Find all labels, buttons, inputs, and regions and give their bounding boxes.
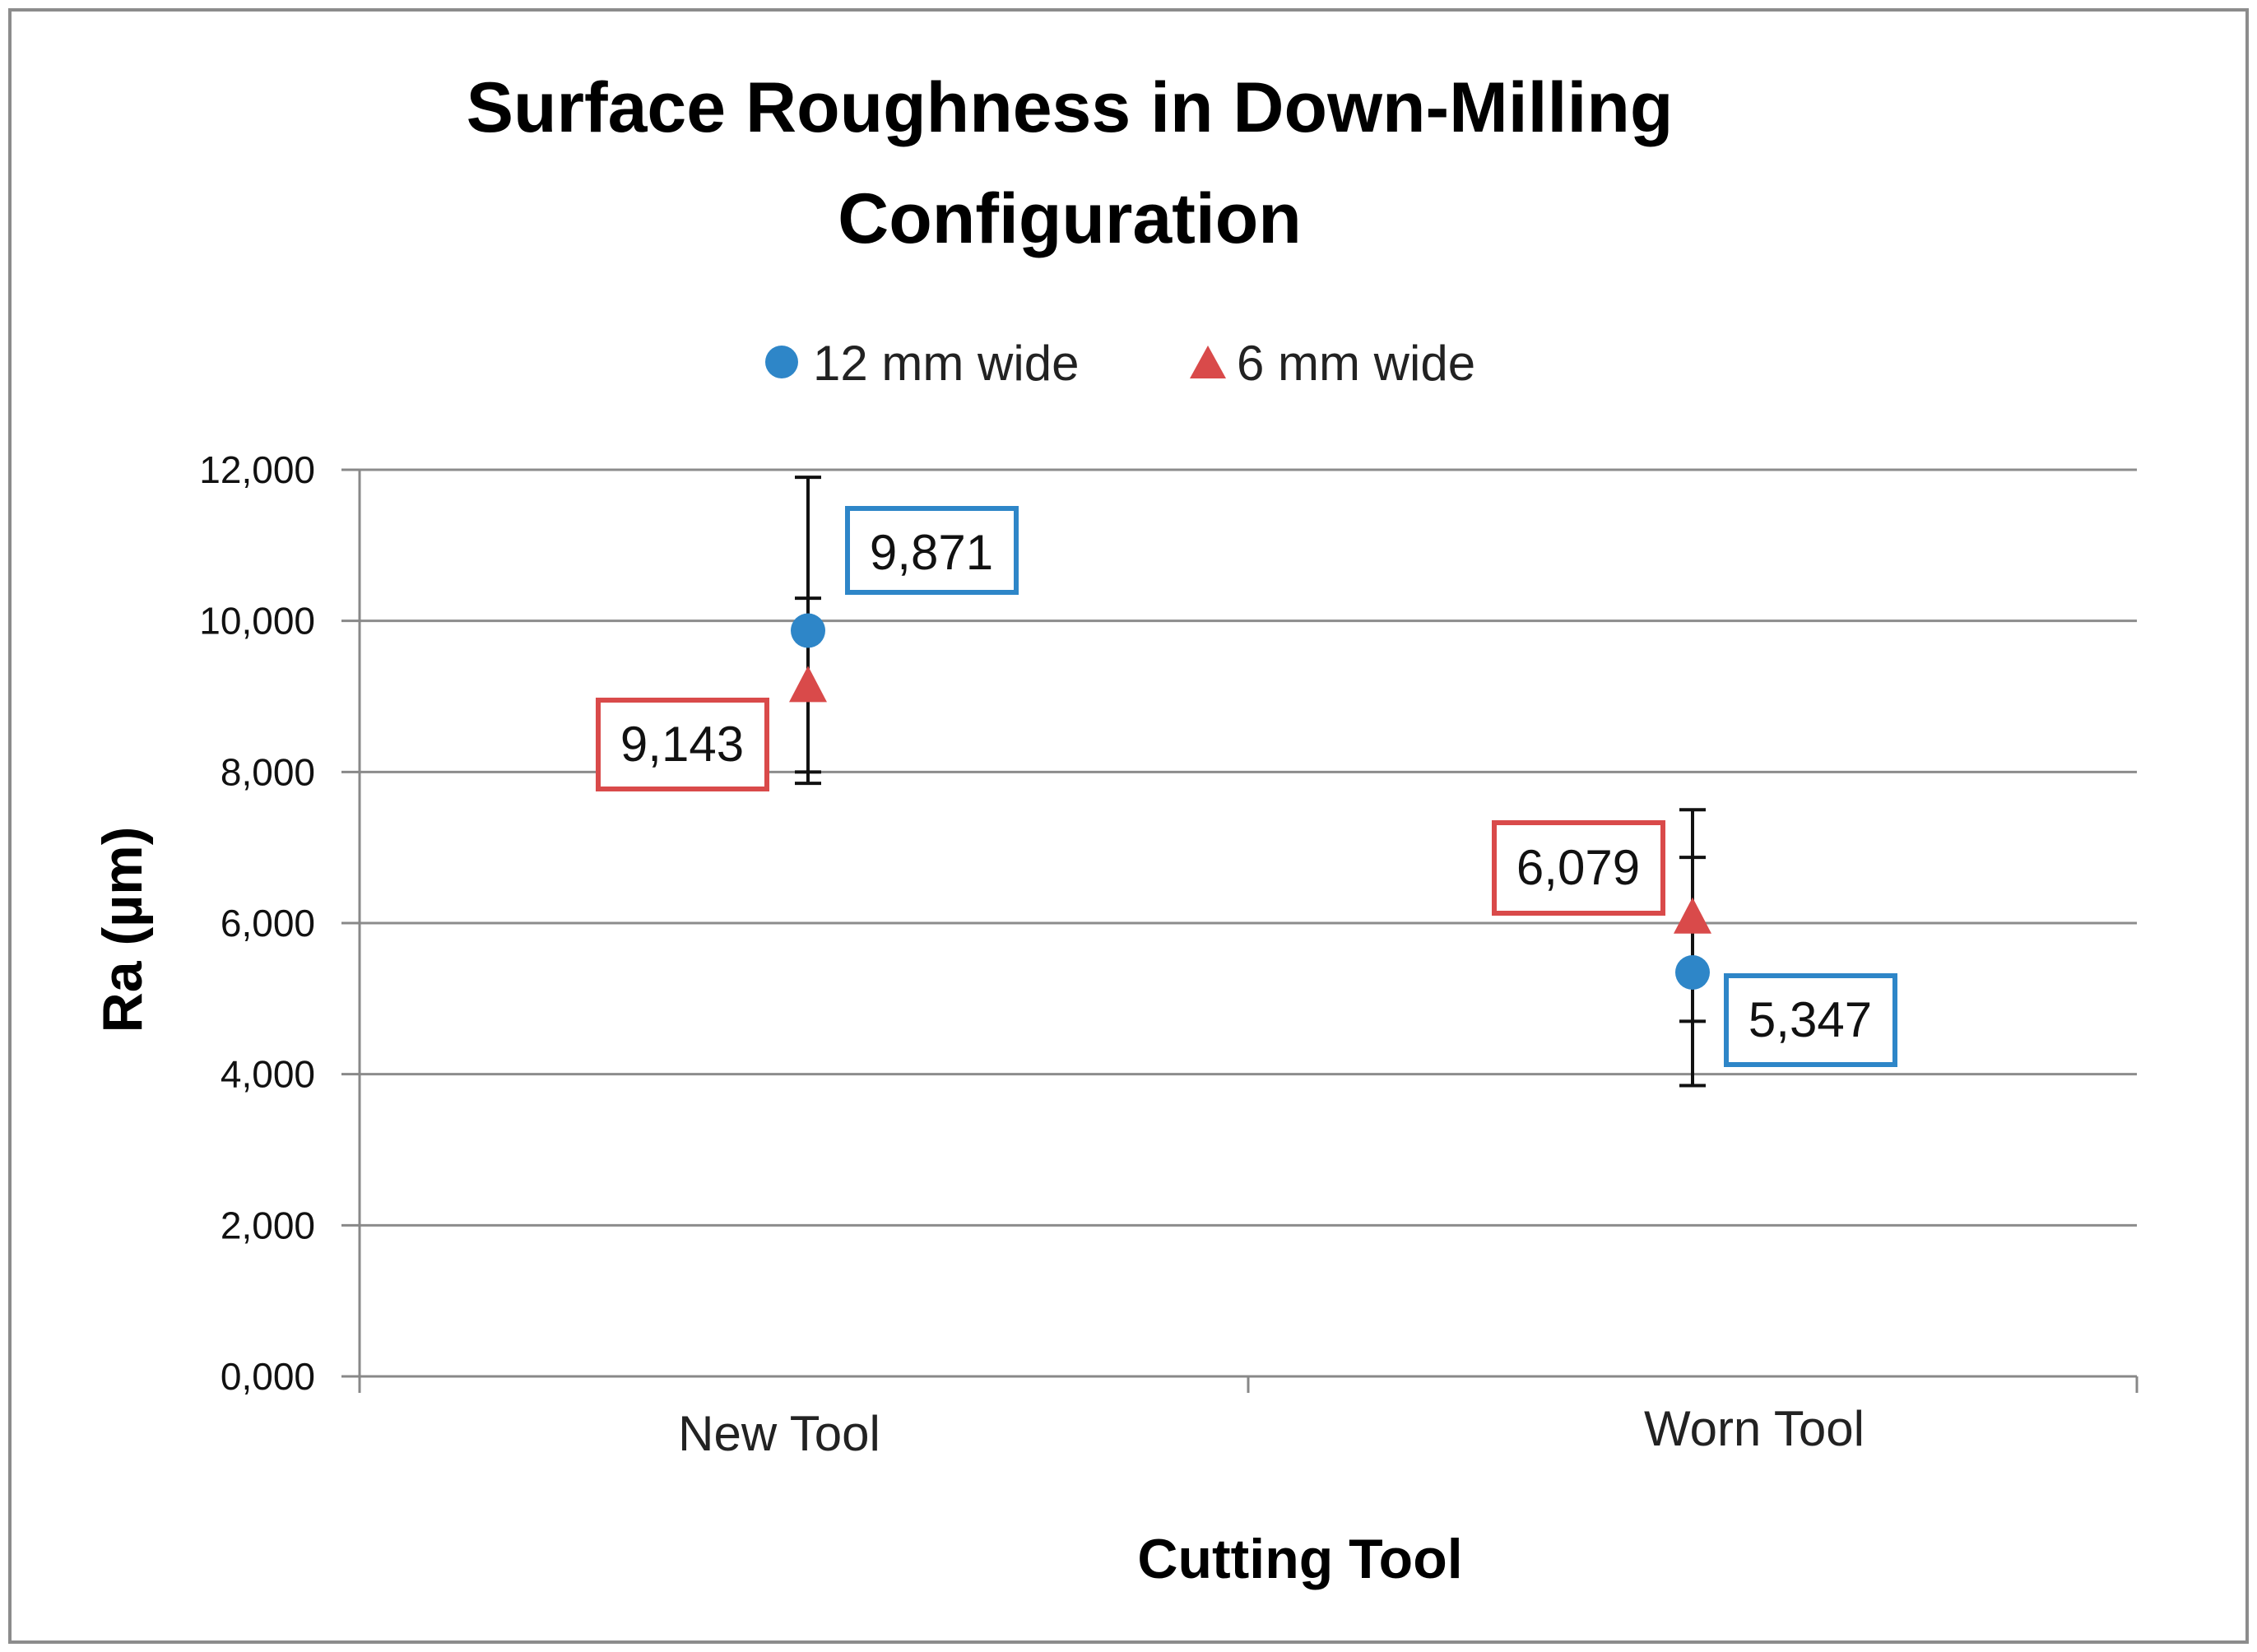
chart-title-line-2: Configuration (838, 179, 1302, 258)
y-axis-title: Ra (µm) (91, 827, 154, 1033)
y-tick-label-2000: 2,000 (221, 1204, 315, 1246)
legend-label-6mm: 6 mm wide (1237, 336, 1475, 391)
y-axis-ticks: 0,000 2,000 4,000 6,000 8,000 10,000 12,000 (199, 448, 360, 1398)
data-labels: 9,871 9,143 6,079 5,347 (596, 506, 1897, 1067)
marker-12-mm-wide-new-tool (791, 613, 825, 648)
marker-12-mm-wide-worn-tool (1675, 954, 1710, 990)
data-label-6mm-worn-tool: 6,079 (1516, 840, 1640, 895)
legend-label-12mm: 12 mm wide (813, 336, 1079, 391)
y-tick-label-8000: 8,000 (221, 750, 315, 793)
marker-6-mm-wide-new-tool (789, 666, 827, 703)
data-markers (789, 613, 1711, 990)
y-tick-label-4000: 4,000 (221, 1053, 315, 1096)
data-label-12mm-worn-tool: 5,347 (1748, 992, 1872, 1047)
label-box-6mm-worn-tool (1492, 820, 1665, 916)
chart-title-line-1: Surface Roughness in Down-Milling (467, 68, 1674, 147)
label-box-12mm-new-tool (845, 506, 1019, 595)
legend-marker-6mm (1190, 346, 1226, 378)
y-tick-label-6000: 6,000 (221, 902, 315, 944)
category-label-new-tool: New Tool (678, 1406, 880, 1461)
marker-6-mm-wide-worn-tool (1674, 897, 1711, 934)
data-label-6mm-new-tool: 9,143 (620, 717, 744, 772)
category-label-worn-tool: Worn Tool (1644, 1401, 1865, 1456)
y-tick-label-0: 0,000 (221, 1355, 315, 1398)
legend: 12 mm wide 6 mm wide (765, 336, 1475, 391)
chart-frame (8, 8, 2249, 1644)
label-box-6mm-new-tool (596, 698, 769, 791)
x-axis-title: Cutting Tool (1137, 1528, 1462, 1590)
data-label-12mm-new-tool: 9,871 (870, 525, 993, 580)
legend-marker-12mm (765, 346, 798, 378)
label-box-12mm-worn-tool (1724, 973, 1897, 1067)
y-tick-label-10000: 10,000 (199, 600, 315, 643)
y-tick-label-12000: 12,000 (199, 448, 315, 491)
